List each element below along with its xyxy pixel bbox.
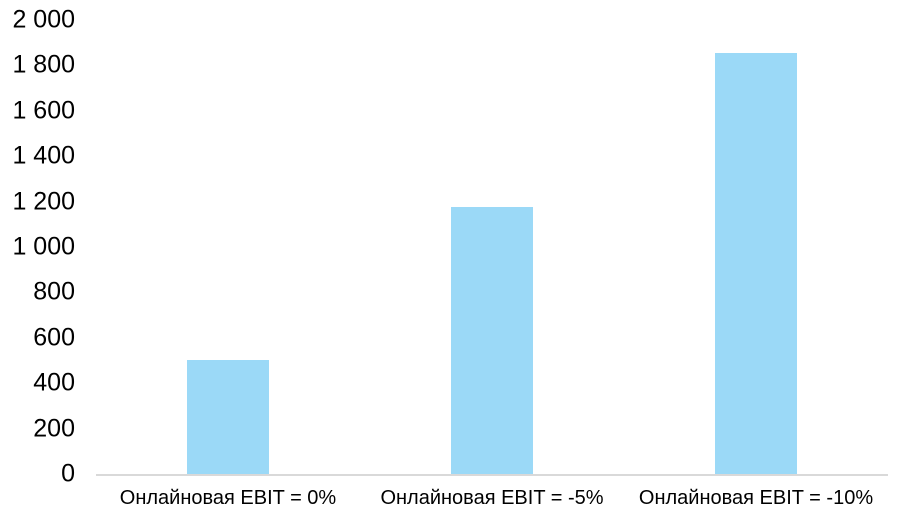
y-axis: 0 200 400 600 800 1 000 1 200 1 400 1 600 1 800 2 … — [0, 0, 75, 521]
x-axis-line — [96, 474, 888, 476]
y-axis-tick-label: 1 200 — [12, 187, 75, 216]
x-axis-category-label: Онлайновая EBIT = -5% — [380, 487, 604, 509]
bar-3 — [715, 53, 797, 474]
plot-area — [96, 20, 888, 474]
y-axis-tick-label: 600 — [33, 323, 75, 352]
y-axis-tick-label: 0 — [61, 459, 75, 488]
bar-2 — [451, 207, 533, 474]
y-axis-tick-label: 200 — [33, 414, 75, 443]
y-axis-tick-label: 800 — [33, 277, 75, 306]
y-axis-tick-label: 400 — [33, 368, 75, 397]
x-axis-category-label: Онлайновая EBIT = -10% — [638, 487, 874, 509]
y-axis-tick-label: 1 600 — [12, 96, 75, 125]
x-axis-category-label: Онлайновая EBIT = 0% — [119, 487, 337, 509]
y-axis-tick-label: 1 000 — [12, 232, 75, 261]
y-axis-tick-label: 1 800 — [12, 50, 75, 79]
bar-1 — [187, 360, 269, 474]
y-axis-tick-label: 2 000 — [12, 5, 75, 34]
y-axis-tick-label: 1 400 — [12, 141, 75, 170]
